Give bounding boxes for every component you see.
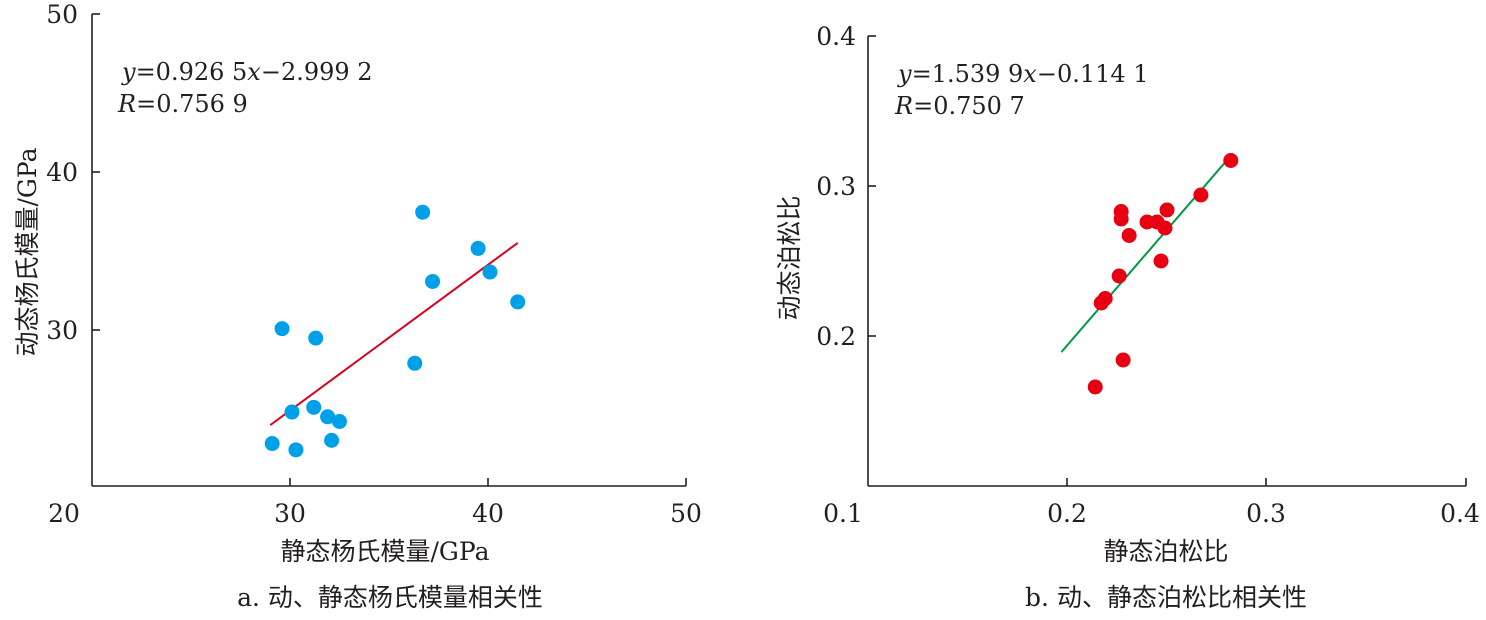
chart-b-r-value: =0.750 7 bbox=[913, 92, 1025, 120]
chart-a-r-value: =0.756 9 bbox=[136, 90, 248, 118]
chart-b-data-point-8 bbox=[1121, 228, 1137, 243]
chart-a-data-point-13 bbox=[470, 240, 486, 256]
chart-a-correlation: R=0.756 9 bbox=[117, 90, 248, 118]
chart-b-data-point-4 bbox=[1111, 268, 1127, 284]
chart-b-x-axis-title: 静态泊松比 bbox=[1103, 537, 1228, 566]
chart-a-eq-coef: =0.926 5 bbox=[136, 58, 248, 86]
chart-a-data-point-12 bbox=[425, 273, 441, 289]
chart-a-y-tick-label: 40 bbox=[46, 158, 78, 187]
chart-a-x-tick-label: 30 bbox=[274, 499, 306, 528]
chart-b-x-tick-label: 0.1 bbox=[823, 499, 863, 528]
chart-b-eq-intercept: −0.114 1 bbox=[1037, 60, 1149, 88]
chart-b-data-point-12 bbox=[1157, 220, 1173, 236]
chart-b-eq-y: y bbox=[897, 60, 912, 88]
chart-a-data-point-4 bbox=[274, 321, 290, 337]
chart-a-y-tick-label: 30 bbox=[46, 316, 78, 345]
chart-b-fit-equation: y=1.539 9x−0.114 1 bbox=[897, 60, 1149, 88]
chart-b-x-tick-label: 0.3 bbox=[1246, 499, 1286, 528]
chart-a-x-tick-label: 40 bbox=[472, 499, 504, 528]
chart-b-data-point-3 bbox=[1097, 291, 1113, 306]
chart-a-data-point-9 bbox=[332, 413, 347, 429]
chart-b-y-axis-title: 动态泊松比 bbox=[775, 195, 804, 320]
chart-b-data-point-1 bbox=[1087, 379, 1103, 395]
chart-a-x-tick-label: 20 bbox=[48, 499, 80, 528]
chart-a-data-point-14 bbox=[482, 264, 498, 280]
chart-a-eq-intercept: −2.999 2 bbox=[261, 58, 373, 86]
chart-a-data-point-6 bbox=[308, 330, 324, 346]
chart-a: 30 40 50 20 30 40 50 静态杨氏模量/GPa 动态杨氏模量/G… bbox=[13, 0, 702, 612]
chart-a-data-point-8 bbox=[324, 432, 340, 448]
chart-a-plot bbox=[264, 204, 526, 458]
chart-b-fit-line bbox=[1060, 152, 1234, 353]
chart-a-data-point-7 bbox=[320, 409, 336, 425]
chart-a-data-point-5 bbox=[306, 399, 322, 415]
chart-a-x-tick-label: 50 bbox=[670, 499, 702, 528]
chart-a-y-tick-label: 50 bbox=[46, 0, 78, 29]
chart-b-x-tick-label: 0.2 bbox=[1047, 499, 1087, 528]
chart-a-data-point-10 bbox=[407, 355, 423, 371]
chart-a-eq-x: x bbox=[247, 58, 261, 86]
chart-b-data-point-11 bbox=[1153, 253, 1169, 269]
chart-b-data-point-15 bbox=[1223, 153, 1239, 168]
chart-b-data-point-7 bbox=[1115, 352, 1131, 368]
chart-b-data-point-14 bbox=[1193, 187, 1209, 203]
chart-b-eq-x: x bbox=[1023, 60, 1037, 88]
chart-a-data-point-2 bbox=[288, 442, 304, 458]
chart-b-correlation: R=0.750 7 bbox=[894, 92, 1025, 120]
chart-a-data-point-3 bbox=[284, 404, 300, 420]
chart-a-eq-y: y bbox=[121, 58, 136, 86]
chart-a-data-point-1 bbox=[264, 436, 280, 452]
chart-a-y-axis-title: 动态杨氏模量/GPa bbox=[13, 147, 42, 356]
chart-a-fit-line bbox=[269, 242, 519, 426]
chart-a-data-point-11 bbox=[415, 204, 431, 220]
chart-a-r-symbol: R bbox=[117, 90, 136, 118]
chart-a-x-axis-title: 静态杨氏模量/GPa bbox=[281, 537, 490, 566]
chart-b-y-tick-label: 0.3 bbox=[816, 172, 856, 201]
chart-a-caption: a. 动、静态杨氏模量相关性 bbox=[237, 583, 543, 612]
chart-b-data-point-6 bbox=[1113, 211, 1129, 227]
chart-b: 0.2 0.3 0.4 0.1 0.2 0.3 0.4 静态泊松比 动态泊松比 … bbox=[775, 22, 1480, 612]
chart-b-x-tick-label: 0.4 bbox=[1440, 499, 1480, 528]
chart-b-caption: b. 动、静态泊松比相关性 bbox=[1025, 583, 1307, 612]
chart-b-y-tick-label: 0.4 bbox=[816, 22, 856, 51]
chart-b-y-tick-label: 0.2 bbox=[816, 322, 856, 351]
chart-a-fit-equation: y=0.926 5x−2.999 2 bbox=[121, 58, 373, 86]
chart-a-data-point-15 bbox=[510, 294, 526, 310]
chart-b-r-symbol: R bbox=[894, 92, 913, 120]
chart-b-eq-coef: =1.539 9 bbox=[912, 60, 1024, 88]
chart-b-plot bbox=[1060, 152, 1239, 395]
chart-b-data-point-13 bbox=[1159, 202, 1175, 218]
